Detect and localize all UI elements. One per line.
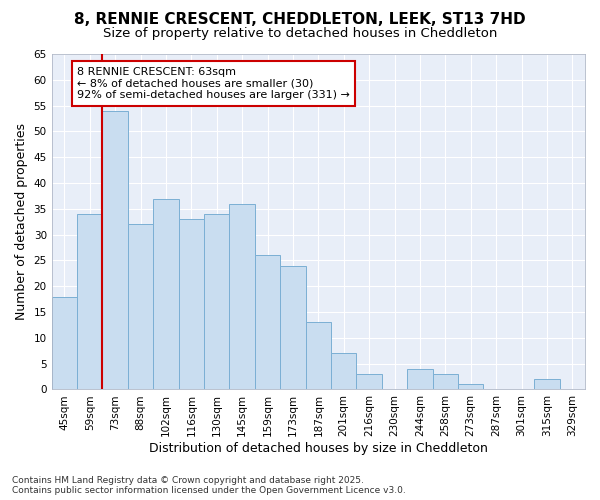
Bar [433, 374, 458, 390]
Bar [331, 354, 356, 390]
Bar [103, 111, 128, 390]
Bar [204, 214, 229, 390]
Bar [458, 384, 484, 390]
Bar [77, 214, 103, 390]
Bar [52, 296, 77, 390]
Bar [229, 204, 255, 390]
Bar [153, 198, 179, 390]
Text: 8, RENNIE CRESCENT, CHEDDLETON, LEEK, ST13 7HD: 8, RENNIE CRESCENT, CHEDDLETON, LEEK, ST… [74, 12, 526, 28]
X-axis label: Distribution of detached houses by size in Cheddleton: Distribution of detached houses by size … [149, 442, 488, 455]
Bar [179, 219, 204, 390]
Text: Size of property relative to detached houses in Cheddleton: Size of property relative to detached ho… [103, 28, 497, 40]
Bar [305, 322, 331, 390]
Bar [128, 224, 153, 390]
Text: Contains HM Land Registry data © Crown copyright and database right 2025.
Contai: Contains HM Land Registry data © Crown c… [12, 476, 406, 495]
Bar [280, 266, 305, 390]
Bar [407, 369, 433, 390]
Y-axis label: Number of detached properties: Number of detached properties [15, 123, 28, 320]
Bar [534, 379, 560, 390]
Bar [356, 374, 382, 390]
Text: 8 RENNIE CRESCENT: 63sqm
← 8% of detached houses are smaller (30)
92% of semi-de: 8 RENNIE CRESCENT: 63sqm ← 8% of detache… [77, 67, 350, 100]
Bar [255, 256, 280, 390]
